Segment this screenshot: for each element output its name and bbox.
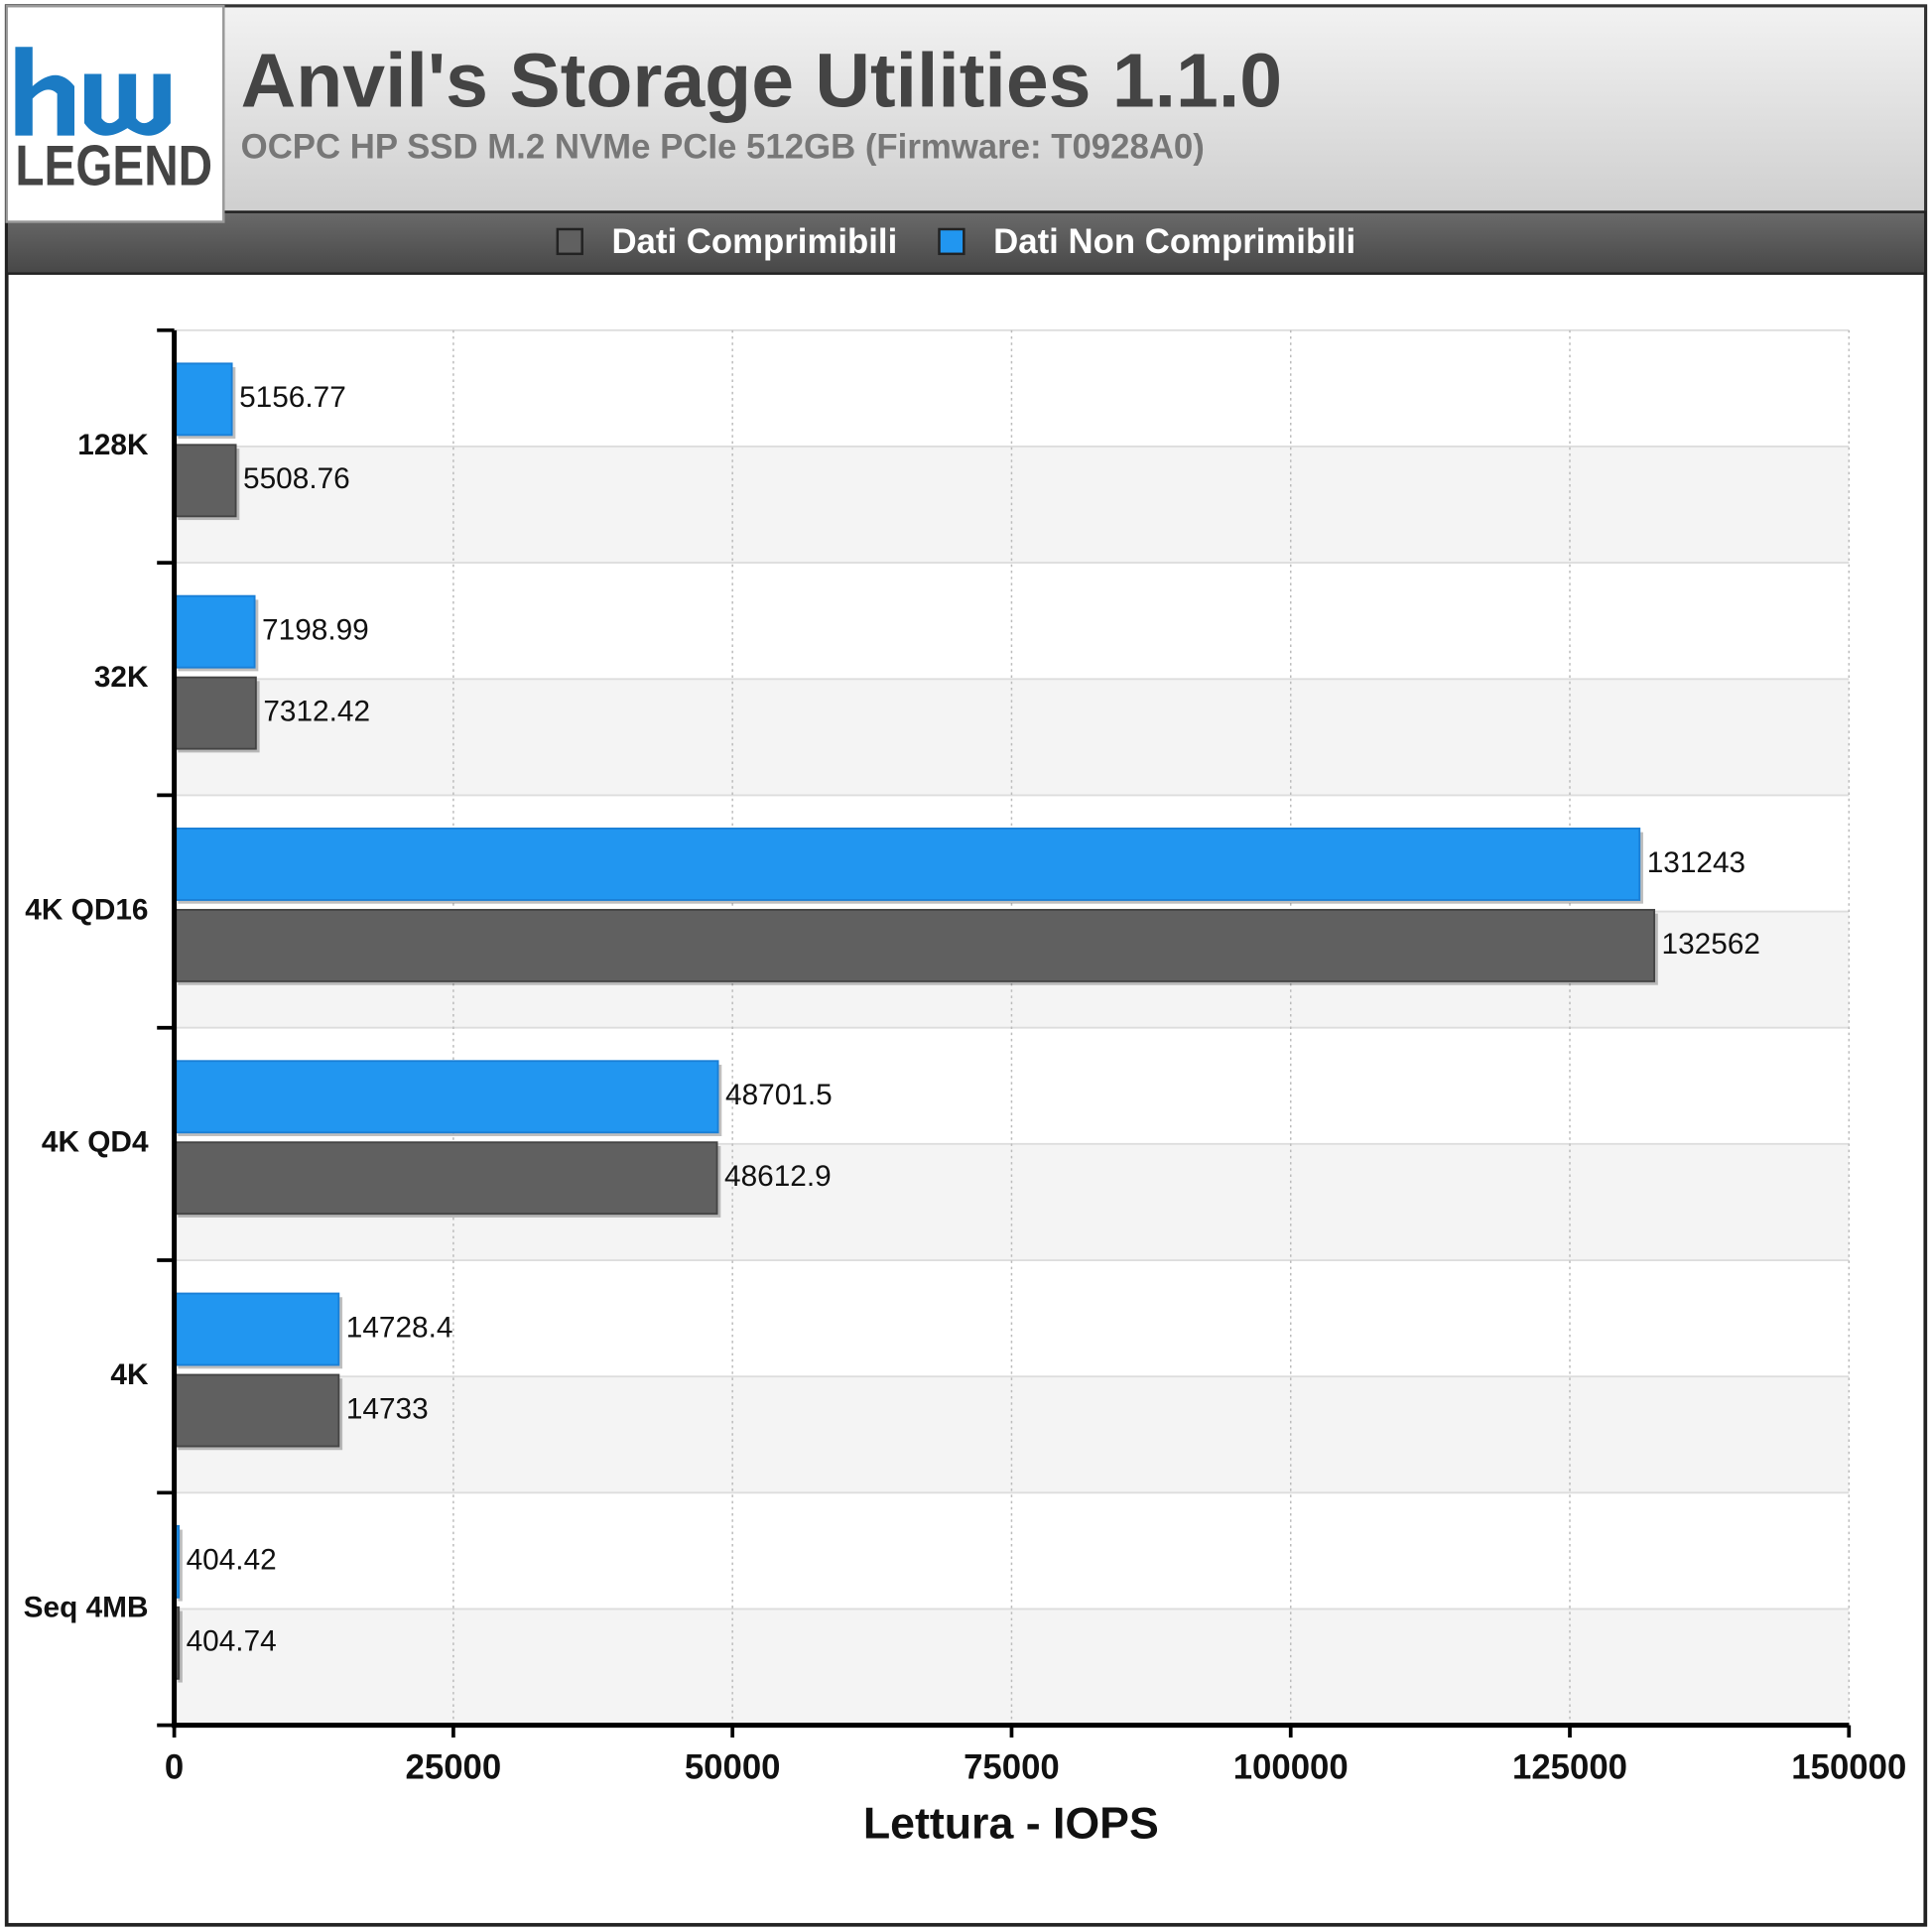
- logo-mark: [15, 47, 171, 136]
- legend-swatch: [938, 227, 966, 256]
- logo-box: [5, 4, 225, 223]
- x-tick-label: 150000: [1791, 1749, 1906, 1787]
- value-label: 14728.4: [346, 1311, 453, 1344]
- value-label: 132562: [1662, 928, 1760, 961]
- bar: [173, 676, 257, 750]
- bar: [173, 444, 237, 518]
- bar: [173, 1373, 340, 1448]
- y-tick-label: 32K: [94, 661, 149, 694]
- y-tick-label: 4K QD16: [25, 893, 148, 926]
- bar: [173, 1060, 719, 1134]
- legend-bar: [5, 210, 1927, 275]
- value-label: 5156.77: [239, 381, 346, 414]
- bar: [173, 594, 256, 669]
- bar: [173, 1141, 718, 1216]
- legend-swatch: [556, 227, 583, 256]
- x-tick-label: 125000: [1512, 1749, 1627, 1787]
- value-label: 48701.5: [725, 1079, 833, 1111]
- value-label: 48612.9: [724, 1160, 832, 1193]
- bar: [173, 362, 233, 437]
- value-label: 404.42: [187, 1544, 277, 1577]
- y-tick-label: Seq 4MB: [24, 1591, 149, 1623]
- value-label: 404.74: [187, 1625, 277, 1658]
- logo-text: LEGEND: [15, 134, 212, 197]
- bar: [173, 908, 1656, 982]
- header: [5, 4, 1927, 213]
- x-axis-label: Lettura - IOPS: [863, 1799, 1159, 1848]
- logo: LEGEND: [5, 4, 225, 223]
- x-tick-label: 0: [165, 1749, 184, 1787]
- bar: [173, 828, 1641, 901]
- value-label: 14733: [346, 1392, 429, 1425]
- legend-label: Dati Comprimibili: [611, 223, 897, 261]
- x-tick-label: 25000: [406, 1749, 502, 1787]
- value-label: 7312.42: [263, 696, 370, 728]
- bar: [173, 1292, 340, 1366]
- legend-label: Dati Non Comprimibili: [993, 223, 1355, 261]
- x-tick-label: 100000: [1233, 1749, 1349, 1787]
- value-label: 5508.76: [243, 462, 350, 495]
- bar-shadow: [178, 1610, 183, 1683]
- value-label: 7198.99: [262, 614, 369, 647]
- y-tick-label: 128K: [77, 429, 149, 461]
- bar-shadow: [178, 1529, 183, 1602]
- x-tick-label: 75000: [964, 1749, 1060, 1787]
- legend: Dati Comprimibili Dati Non Comprimibili: [556, 223, 1355, 261]
- chart-subtitle: OCPC HP SSD M.2 NVMe PCIe 512GB (Firmwar…: [241, 128, 1205, 166]
- x-tick-label: 50000: [685, 1749, 781, 1787]
- chart-title: Anvil's Storage Utilities 1.1.0: [241, 38, 1282, 123]
- y-tick-label: 4K: [110, 1358, 149, 1391]
- value-label: 131243: [1647, 846, 1745, 879]
- y-tick-label: 4K QD4: [42, 1126, 149, 1159]
